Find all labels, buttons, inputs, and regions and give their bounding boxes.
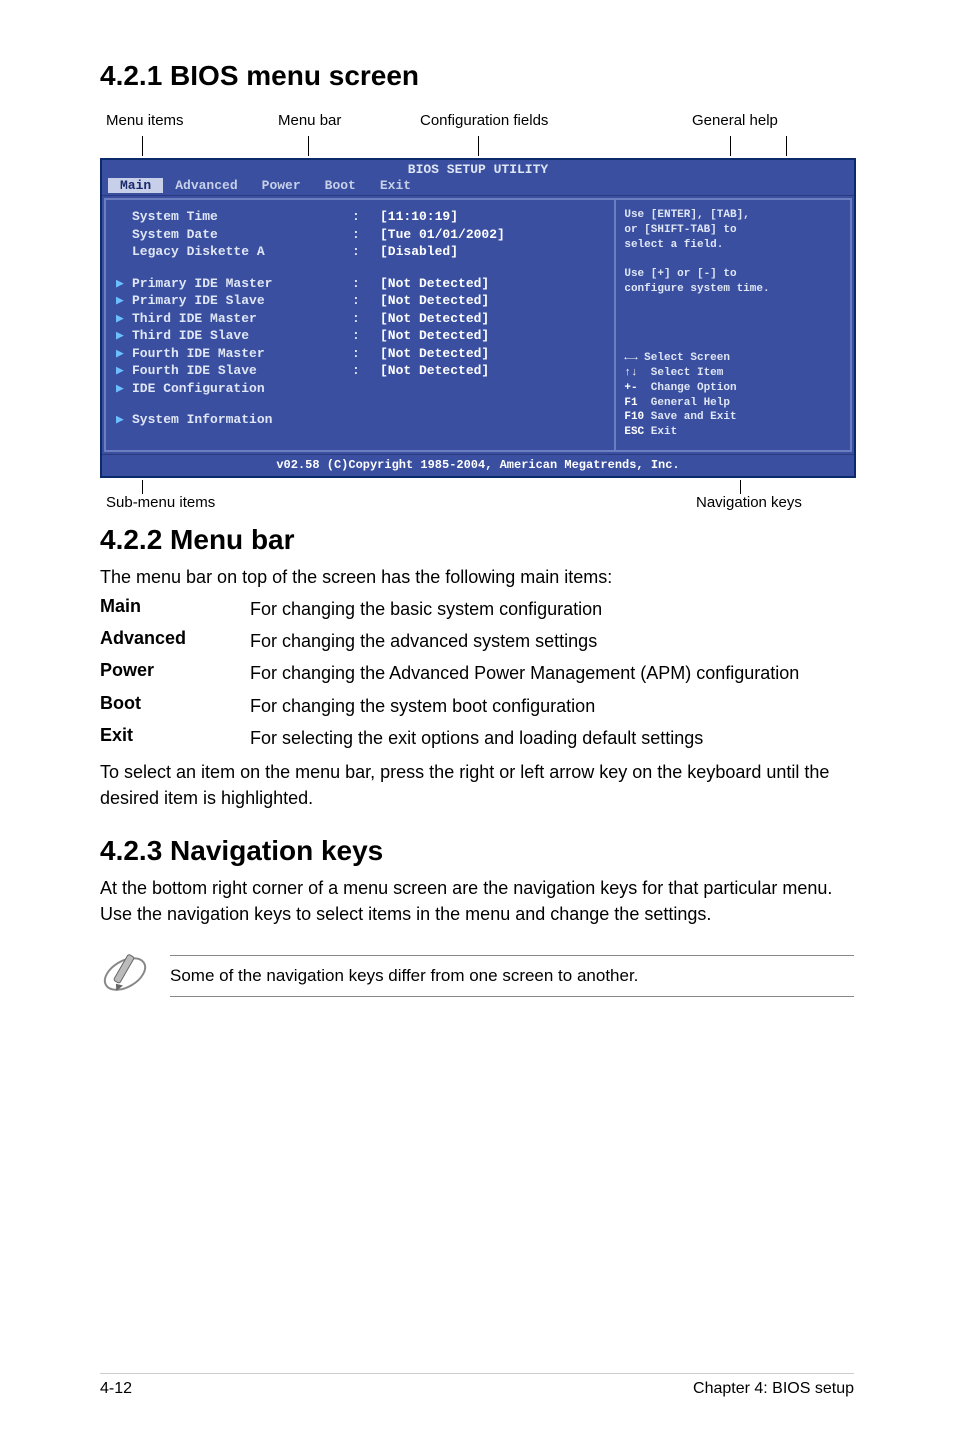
definition-desc: For changing the advanced system setting… bbox=[250, 628, 854, 654]
heading-navigation-keys: 4.2.3 Navigation keys bbox=[100, 835, 854, 867]
bios-help-nav: ←→ Select Screen↑↓ Select Item+- Change … bbox=[624, 351, 842, 440]
triangle-icon: ▶ bbox=[116, 327, 126, 345]
bios-footer: v02.58 (C)Copyright 1985-2004, American … bbox=[102, 454, 854, 476]
bios-title: BIOS SETUP UTILITY bbox=[102, 160, 854, 178]
bios-menu-power: Power bbox=[250, 178, 313, 193]
definition-row: PowerFor changing the Advanced Power Man… bbox=[100, 660, 854, 686]
top-tick-row bbox=[100, 136, 854, 158]
bios-bot-group: ▶System Information bbox=[116, 411, 604, 429]
definition-row: ExitFor selecting the exit options and l… bbox=[100, 725, 854, 751]
triangle-icon: ▶ bbox=[116, 345, 126, 363]
help-text-line: Use [ENTER], [TAB], bbox=[624, 208, 842, 223]
bios-config-row: ▶System Information bbox=[116, 411, 604, 429]
bios-config-row: ▶Primary IDE Slave:[Not Detected] bbox=[116, 292, 604, 310]
nav-key-line: F10 Save and Exit bbox=[624, 410, 842, 425]
definition-term: Main bbox=[100, 596, 250, 622]
bottom-labels-row: Sub-menu items Navigation keys bbox=[100, 480, 854, 504]
label-config-fields: Configuration fields bbox=[420, 112, 548, 129]
label-menu-bar: Menu bar bbox=[278, 112, 341, 129]
tick-line bbox=[730, 136, 731, 156]
tick-line bbox=[142, 136, 143, 156]
bios-config-row: ▶IDE Configuration bbox=[116, 380, 604, 398]
definition-term: Advanced bbox=[100, 628, 250, 654]
nav-key-line: +- Change Option bbox=[624, 381, 842, 396]
divider bbox=[170, 996, 854, 997]
bios-config-row: ▶Third IDE Master:[Not Detected] bbox=[116, 310, 604, 328]
label-submenu-items: Sub-menu items bbox=[106, 494, 215, 511]
definition-desc: For selecting the exit options and loadi… bbox=[250, 725, 854, 751]
triangle-icon: ▶ bbox=[116, 292, 126, 310]
definition-row: BootFor changing the system boot configu… bbox=[100, 693, 854, 719]
bios-menu-boot: Boot bbox=[313, 178, 368, 193]
triangle-icon: ▶ bbox=[116, 362, 126, 380]
label-menu-items: Menu items bbox=[106, 112, 184, 129]
definition-term: Power bbox=[100, 660, 250, 686]
bios-config-row: ▶Fourth IDE Master:[Not Detected] bbox=[116, 345, 604, 363]
nav-key-line: ←→ Select Screen bbox=[624, 351, 842, 366]
definition-row: MainFor changing the basic system config… bbox=[100, 596, 854, 622]
menu-bar-outro: To select an item on the menu bar, press… bbox=[100, 759, 854, 811]
definition-row: AdvancedFor changing the advanced system… bbox=[100, 628, 854, 654]
bios-left-panel: System Time:[11:10:19]System Date:[Tue 0… bbox=[104, 198, 615, 452]
bios-config-row: Legacy Diskette A:[Disabled] bbox=[116, 243, 604, 261]
definition-term: Boot bbox=[100, 693, 250, 719]
chapter-label: Chapter 4: BIOS setup bbox=[693, 1380, 854, 1398]
bios-body: System Time:[11:10:19]System Date:[Tue 0… bbox=[102, 195, 854, 454]
tick-line bbox=[142, 480, 143, 494]
nav-key-line: ↑↓ Select Item bbox=[624, 366, 842, 381]
note-content: Some of the navigation keys differ from … bbox=[170, 945, 854, 1007]
bios-screenshot: BIOS SETUP UTILITY Main Advanced Power B… bbox=[100, 158, 856, 478]
bios-menu-exit: Exit bbox=[368, 178, 423, 193]
top-labels-row: Menu items Menu bar Configuration fields… bbox=[100, 112, 854, 136]
bios-config-row: ▶Primary IDE Master:[Not Detected] bbox=[116, 275, 604, 293]
bios-menu-bar: Main Advanced Power Boot Exit bbox=[102, 178, 854, 195]
heading-menu-bar: 4.2.2 Menu bar bbox=[100, 524, 854, 556]
triangle-icon: ▶ bbox=[116, 275, 126, 293]
help-text-line: configure system time. bbox=[624, 282, 842, 297]
bios-config-row: ▶Third IDE Slave:[Not Detected] bbox=[116, 327, 604, 345]
bios-help-top: Use [ENTER], [TAB],or [SHIFT-TAB] tosele… bbox=[624, 208, 842, 297]
label-general-help: General help bbox=[692, 112, 778, 129]
nav-key-line: ESC Exit bbox=[624, 425, 842, 440]
tick-line bbox=[308, 136, 309, 156]
tick-line bbox=[740, 480, 741, 494]
bios-config-row: ▶Fourth IDE Slave:[Not Detected] bbox=[116, 362, 604, 380]
nav-key-line: F1 General Help bbox=[624, 396, 842, 411]
bios-mid-group: ▶Primary IDE Master:[Not Detected]▶Prima… bbox=[116, 275, 604, 398]
triangle-icon: ▶ bbox=[116, 380, 126, 398]
page-number: 4-12 bbox=[100, 1380, 132, 1398]
nav-keys-text: At the bottom right corner of a menu scr… bbox=[100, 875, 854, 927]
tick-line bbox=[786, 136, 787, 156]
divider bbox=[170, 955, 854, 956]
bios-help-panel: Use [ENTER], [TAB],or [SHIFT-TAB] tosele… bbox=[615, 198, 852, 452]
help-text-line: Use [+] or [-] to bbox=[624, 267, 842, 282]
label-navigation-keys: Navigation keys bbox=[696, 494, 802, 511]
heading-bios-menu-screen: 4.2.1 BIOS menu screen bbox=[100, 60, 854, 92]
bios-menu-advanced: Advanced bbox=[163, 178, 249, 193]
definitions-table: MainFor changing the basic system config… bbox=[100, 596, 854, 750]
menu-bar-intro: The menu bar on top of the screen has th… bbox=[100, 564, 854, 590]
help-text-line: select a field. bbox=[624, 238, 842, 253]
tick-line bbox=[478, 136, 479, 156]
triangle-icon: ▶ bbox=[116, 411, 126, 429]
bios-config-row: System Time:[11:10:19] bbox=[116, 208, 604, 226]
page-footer: 4-12 Chapter 4: BIOS setup bbox=[100, 1373, 854, 1398]
bios-top-group: System Time:[11:10:19]System Date:[Tue 0… bbox=[116, 208, 604, 261]
bios-config-row: System Date:[Tue 01/01/2002] bbox=[116, 226, 604, 244]
bios-menu-main: Main bbox=[108, 178, 163, 193]
help-text-line bbox=[624, 253, 842, 268]
note-text: Some of the navigation keys differ from … bbox=[170, 966, 854, 986]
triangle-icon: ▶ bbox=[116, 310, 126, 328]
pencil-icon bbox=[100, 949, 150, 1004]
definition-term: Exit bbox=[100, 725, 250, 751]
definition-desc: For changing the Advanced Power Manageme… bbox=[250, 660, 854, 686]
definition-desc: For changing the basic system configurat… bbox=[250, 596, 854, 622]
note-block: Some of the navigation keys differ from … bbox=[100, 945, 854, 1007]
definition-desc: For changing the system boot configurati… bbox=[250, 693, 854, 719]
help-text-line: or [SHIFT-TAB] to bbox=[624, 223, 842, 238]
